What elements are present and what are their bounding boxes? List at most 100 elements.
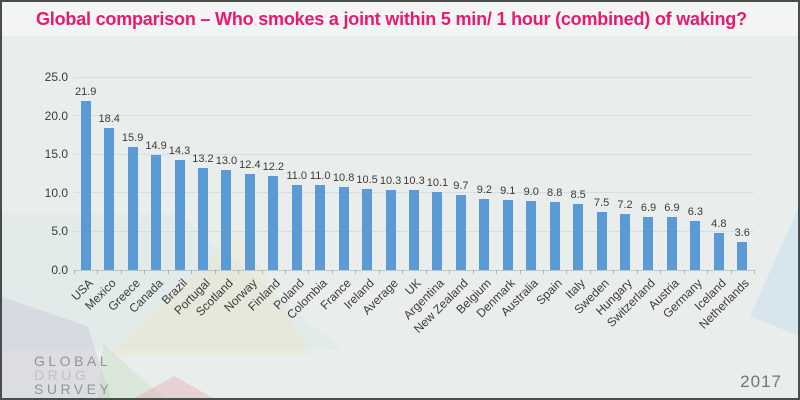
axis-tick (214, 270, 216, 274)
bar-value-label: 7.5 (593, 197, 610, 210)
bar-italy (573, 204, 584, 270)
axis-tick (167, 270, 169, 274)
axis-tick (730, 270, 732, 274)
y-axis: 0.0 5.0 10.0 15.0 20.0 25.0 (20, 70, 68, 277)
bar-value-label: 6.3 (687, 206, 704, 219)
bar-value-label: 13.0 (215, 154, 238, 167)
axis-tick (542, 270, 544, 274)
axis-tick (472, 270, 474, 274)
bar-portugal (197, 168, 208, 270)
bar-value-label: 14.9 (145, 139, 167, 152)
bar-denmark (502, 199, 513, 270)
bar-sweden (596, 212, 607, 270)
bar-value-label: 21.9 (75, 85, 97, 98)
x-axis: USA Mexico Greece Canada Brazil Portugal Scotl… (68, 273, 754, 363)
bar-usa (80, 100, 91, 270)
y-axis-label: 0.0 (51, 263, 68, 277)
axis-tick (74, 270, 75, 274)
axis-tick (683, 270, 685, 274)
bar-value-label: 15.9 (121, 132, 144, 145)
y-axis-label: 5.0 (51, 224, 68, 239)
axis-tick (636, 270, 638, 274)
bar-brazil (174, 159, 185, 270)
axis-tick (449, 270, 451, 274)
y-axis-label: 10.0 (44, 185, 68, 200)
axis-tick (566, 270, 568, 274)
axis-tick (660, 270, 662, 274)
bar-value-label: 11.0 (286, 170, 308, 183)
bar-scotland (221, 169, 232, 270)
bar-value-label: 7.2 (617, 199, 633, 212)
bar-value-label: 10.1 (426, 177, 449, 190)
year-label: 2017 (740, 372, 782, 391)
y-axis-label: 20.0 (44, 108, 68, 123)
bar-netherlands (737, 242, 748, 270)
bar-value-label: 13.2 (192, 153, 214, 166)
bar-belgium (479, 198, 490, 270)
bar-france (338, 186, 349, 270)
bar-value-label: 8.8 (547, 187, 563, 200)
bar-value-label: 12.2 (262, 160, 285, 173)
axis-tick (707, 270, 709, 274)
bar-average (385, 190, 396, 270)
bar-value-label: 9.7 (453, 180, 469, 193)
title-strip (2, 2, 798, 36)
axis-tick (355, 270, 357, 274)
bar-value-label: 8.5 (570, 189, 586, 202)
logo-line-drug: DRUG (34, 367, 90, 383)
y-axis-label: 15.0 (44, 147, 68, 162)
bar-poland (291, 185, 302, 270)
bar-value-label: 11.0 (309, 170, 331, 183)
bar-spain (549, 202, 560, 270)
bar-value-label: 12.4 (239, 159, 261, 172)
bar-argentina (432, 192, 443, 270)
bar-value-label: 14.3 (168, 144, 191, 157)
gridline (74, 153, 754, 155)
logo-line-global: GLOBAL (34, 353, 112, 369)
logo-line-survey: SURVEY (34, 381, 113, 397)
axis-tick (97, 270, 99, 274)
y-axis-label: 25.0 (44, 70, 68, 84)
bar-value-label: 9.2 (476, 183, 492, 196)
bar-hungary (620, 214, 631, 270)
axis-tick (144, 270, 146, 274)
bar-germany (690, 221, 701, 270)
bar-uk (409, 190, 419, 270)
axis-tick (589, 270, 591, 274)
axis-tick (754, 270, 755, 274)
bar-value-label: 18.4 (98, 112, 120, 125)
bar-value-label: 10.8 (332, 171, 355, 184)
bar-iceland (713, 232, 724, 270)
bar-ireland (362, 188, 373, 270)
axis-tick (285, 270, 287, 274)
axis-tick (331, 270, 333, 274)
axis-tick (613, 270, 615, 274)
axis-tick (519, 270, 521, 274)
bar-value-label: 3.6 (734, 227, 750, 240)
axis-tick (425, 270, 427, 274)
axis-tick (191, 270, 193, 274)
axis-tick (378, 270, 380, 274)
gridline (74, 115, 754, 117)
axis-tick (496, 270, 498, 274)
bar-greece (127, 147, 138, 270)
bar-new-zealand (455, 195, 466, 270)
bar-value-label: 9.0 (523, 185, 539, 198)
global-drug-survey-logo: GLOBAL DRUG SURVEY (34, 354, 112, 396)
bar-value-label: 9.1 (500, 184, 516, 197)
bar-value-label: 6.9 (664, 201, 680, 214)
gridline (74, 76, 754, 78)
bar-australia (526, 200, 537, 270)
bar-austria (666, 216, 677, 270)
axis-tick (402, 270, 404, 274)
bar-mexico (104, 127, 115, 270)
background-shape-blue (750, 204, 798, 336)
bar-value-label: 10.3 (379, 175, 402, 188)
x-axis-line (74, 269, 754, 271)
bar-finland (268, 175, 279, 270)
chart-title: Global comparison – Who smokes a joint w… (36, 9, 747, 29)
bar-canada (151, 154, 162, 270)
bar-chart-plot-area: 21.9 18.4 15.9 14.9 14.3 13.2 13.0 12.4 12.2 11.0… (74, 76, 755, 274)
axis-tick (308, 270, 310, 274)
